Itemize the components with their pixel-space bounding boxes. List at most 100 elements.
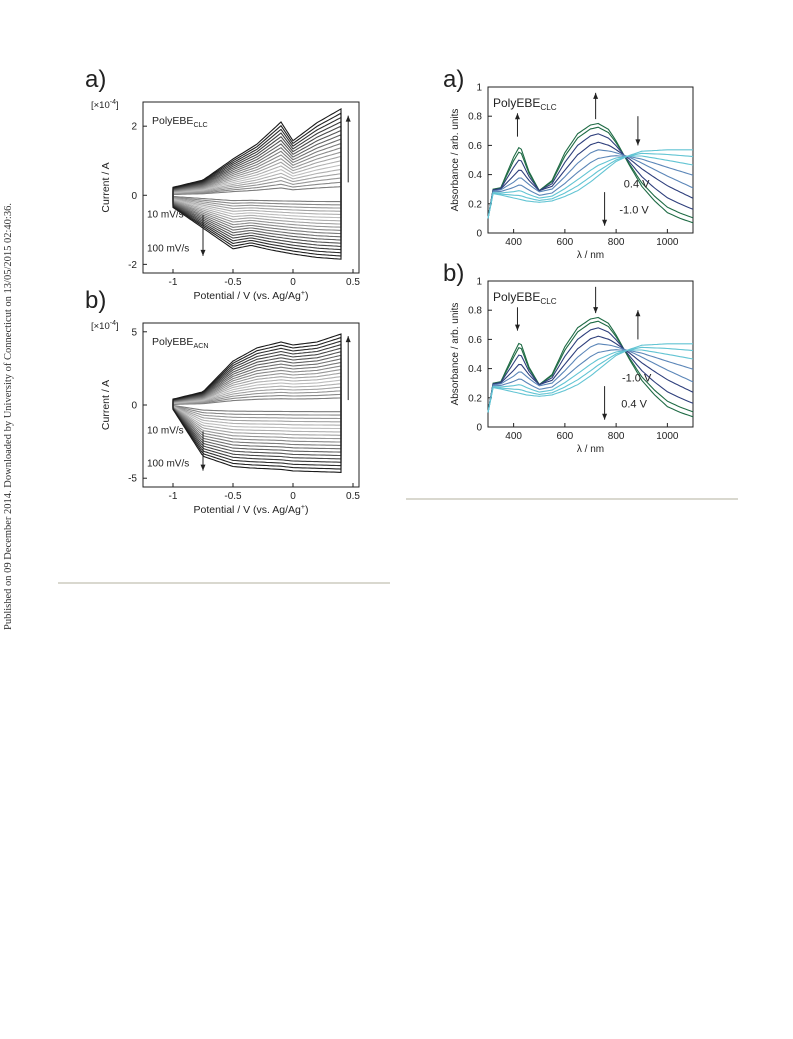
x-tick-label: 800 — [608, 431, 625, 442]
x-tick-label: -1 — [169, 491, 178, 502]
sample-label: PolyEBECLC — [152, 115, 208, 129]
multiplier-exponent: -4 — [110, 320, 116, 327]
y-multiplier: [×10-4] — [91, 320, 119, 332]
y-tick-label: 1 — [476, 83, 482, 94]
multiplier-end: ] — [116, 100, 119, 111]
x-label-main: Potential / V (vs. Ag/Ag — [194, 290, 302, 302]
y-tick-label: 0 — [131, 191, 137, 202]
arrow-potential-head — [602, 413, 608, 420]
sample-subscript: CLC — [540, 297, 556, 306]
spectrum-step-5 — [487, 349, 694, 413]
x-tick-label: 0 — [290, 277, 296, 288]
arrow-430nm-head — [514, 324, 520, 331]
spectrum-step-3 — [487, 335, 694, 413]
sample-subscript: CLC — [540, 103, 556, 112]
x-tick-label: 600 — [557, 431, 574, 442]
y-tick-label: 0.2 — [468, 393, 482, 404]
scan-rate-low-label: 10 mV/s — [147, 426, 184, 437]
x-label-sup: + — [301, 504, 305, 511]
x-tick-label: 600 — [557, 237, 574, 248]
spectrum-step-5 — [487, 155, 694, 219]
scan-rate-high-label: 100 mV/s — [147, 244, 189, 255]
y-tick-label: 0.6 — [468, 335, 482, 346]
spectrum-step-1 — [487, 320, 694, 413]
y-tick-label: 0.8 — [468, 112, 482, 123]
y-tick-label: -2 — [128, 260, 137, 271]
potential-label-top: 0.4 V — [624, 179, 650, 191]
sample-label: PolyEBECLC — [493, 290, 557, 306]
x-axis-label: λ / nm — [577, 250, 604, 261]
spectrum-step-8 — [487, 149, 693, 219]
y-axis-label: Absorbance / arb. units — [450, 303, 461, 406]
y-axis-label: Current / A — [100, 380, 112, 430]
y-tick-label: -5 — [128, 474, 137, 485]
multiplier-exponent: -4 — [110, 99, 116, 106]
y-tick-label: 0.6 — [468, 141, 482, 152]
cv-curve-100-mV — [172, 333, 342, 473]
x-tick-label: -0.5 — [224, 277, 242, 288]
plot-frame — [142, 101, 360, 274]
spectrum-step-7 — [487, 152, 694, 219]
multiplier-base: [×10 — [91, 321, 110, 332]
scan-rate-low-label: 10 mV/s — [147, 209, 184, 220]
anodic-growth-arrow-head — [345, 115, 351, 122]
y-tick-label: 0 — [476, 229, 482, 240]
spectrum-step-4 — [487, 343, 694, 413]
arrow-potential-head — [602, 219, 608, 226]
anodic-growth-arrow-head — [345, 336, 351, 343]
scan-rate-high-label: 100 mV/s — [147, 459, 189, 470]
plot-frame — [487, 280, 694, 428]
x-tick-label: 400 — [505, 237, 522, 248]
potential-label-bottom: -1.0 V — [619, 204, 649, 216]
spectrum-step-1 — [487, 126, 694, 219]
spectrum-step-0 — [487, 316, 694, 418]
arrow-720nm-head — [593, 92, 599, 99]
x-label-end: ) — [305, 504, 309, 516]
spectrum-step-4 — [487, 149, 694, 219]
arrow-900nm-head — [635, 310, 641, 317]
spectrum-step-0 — [487, 122, 694, 224]
y-axis-label: Absorbance / arb. units — [450, 109, 461, 212]
y-tick-label: 0.4 — [468, 364, 482, 375]
x-tick-label: -1 — [169, 277, 178, 288]
x-tick-label: 0.5 — [346, 491, 360, 502]
x-tick-label: 800 — [608, 237, 625, 248]
y-axis-label: Current / A — [100, 162, 112, 212]
x-tick-label: 1000 — [656, 237, 679, 248]
sample-name: PolyEBE — [493, 96, 540, 110]
y-multiplier: [×10-4] — [91, 99, 119, 111]
panel-label-right-b: b) — [443, 260, 465, 287]
spectrum-step-3 — [487, 141, 694, 219]
sample-name: PolyEBE — [152, 336, 193, 348]
arrow-900nm-head — [635, 139, 641, 146]
y-tick-label: 0.8 — [468, 306, 482, 317]
spectrum-step-7 — [487, 346, 694, 413]
cv-curve-100-mV — [172, 107, 342, 260]
spectrum-step-6 — [487, 155, 694, 219]
cathodic-growth-arrow-head — [200, 464, 206, 471]
multiplier-end: ] — [116, 321, 119, 332]
y-tick-label: 1 — [476, 277, 482, 288]
x-tick-label: -0.5 — [224, 491, 242, 502]
sample-label: PolyEBECLC — [493, 96, 557, 112]
x-tick-label: 400 — [505, 431, 522, 442]
y-tick-label: 0.2 — [468, 199, 482, 210]
plot-frame — [487, 86, 694, 234]
x-axis-label: λ / nm — [577, 444, 604, 455]
panel-label-left-b: b) — [85, 287, 107, 314]
multiplier-base: [×10 — [91, 100, 110, 111]
x-label-end: ) — [305, 290, 309, 302]
x-tick-label: 0 — [290, 491, 296, 502]
panel-label-right-a: a) — [443, 66, 465, 93]
y-tick-label: 5 — [131, 327, 137, 338]
separator-left — [58, 582, 390, 584]
separator-right — [406, 498, 738, 500]
arrow-430nm-head — [514, 113, 520, 120]
y-tick-label: 2 — [131, 122, 137, 133]
sample-subscript: ACN — [193, 342, 208, 350]
sample-subscript: CLC — [193, 121, 207, 129]
